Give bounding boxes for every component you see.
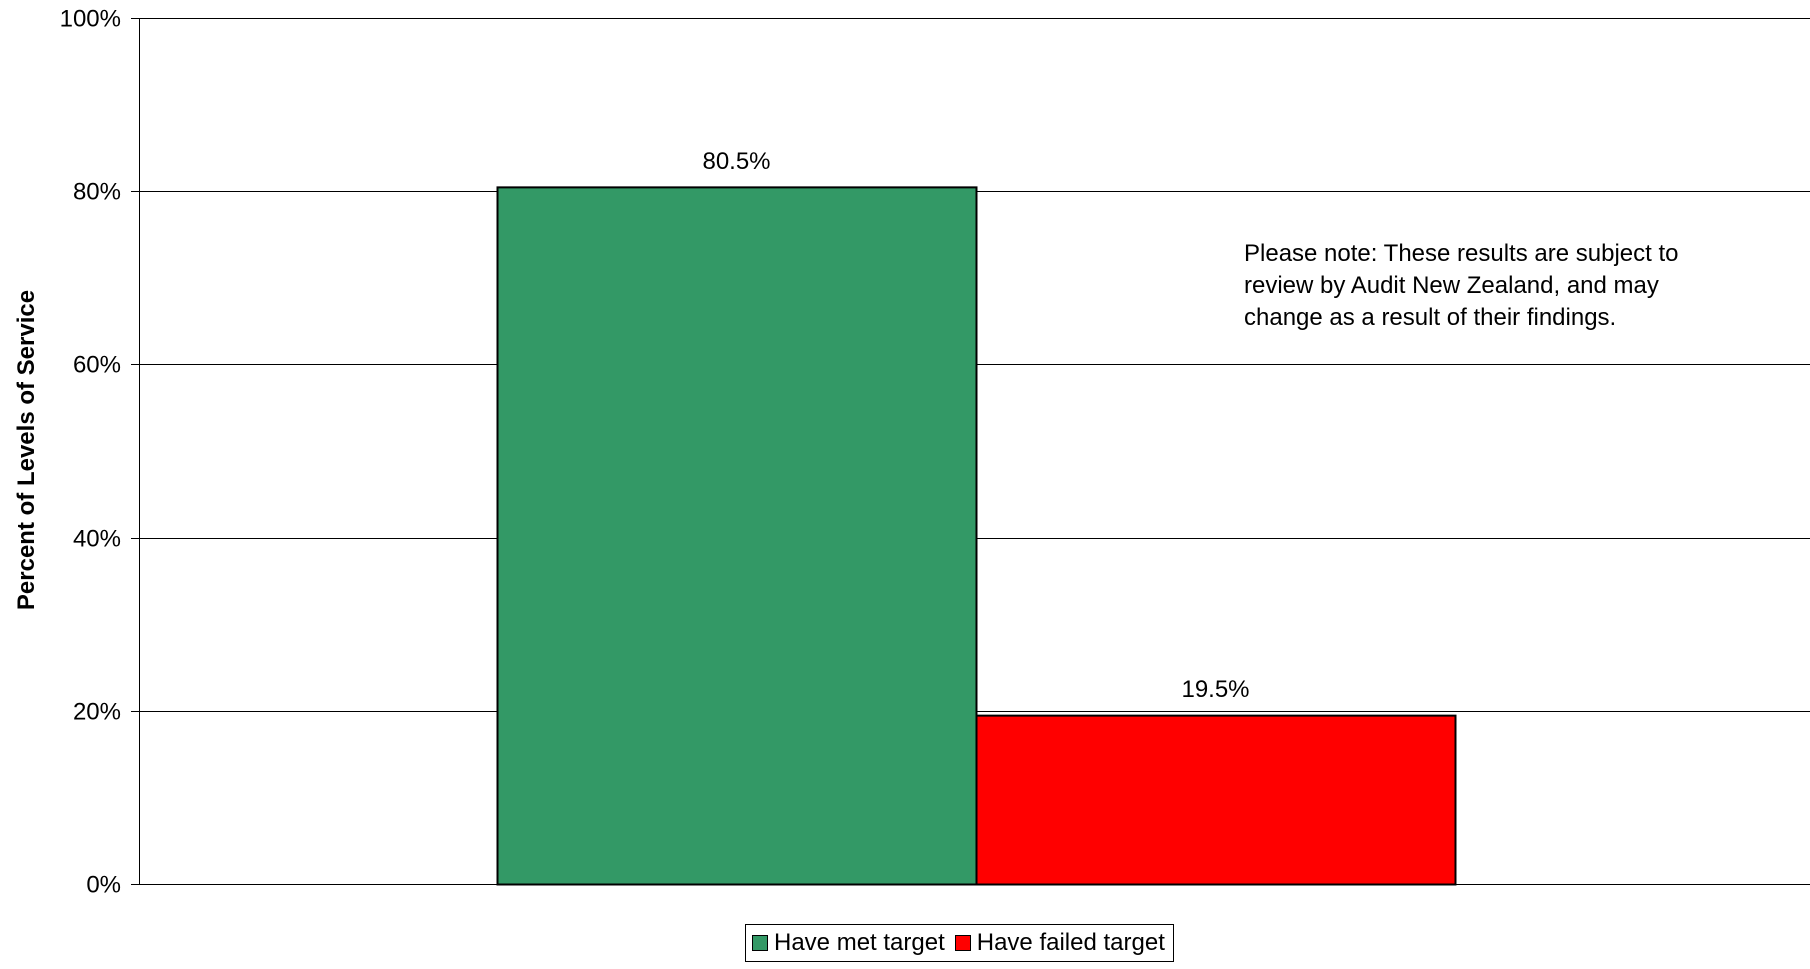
bars [496, 186, 1457, 886]
bar-failed [975, 714, 1457, 886]
legend-item-met: Have met target [752, 929, 945, 957]
data-label: 19.5% [1181, 676, 1249, 703]
data-label: 80.5% [702, 148, 770, 175]
y-tick-label: 40% [73, 526, 121, 553]
legend: Have met target Have failed target [745, 924, 1174, 962]
y-axis: 0% 20% 40% 60% 80% 100% [60, 6, 140, 899]
legend-swatch-failed [954, 935, 971, 951]
y-tick-label: 0% [86, 872, 121, 899]
legend-item-failed: Have failed target [954, 929, 1165, 957]
y-tick-label: 60% [73, 352, 121, 379]
y-tick-label: 100% [60, 6, 121, 33]
y-tick-label: 80% [73, 179, 121, 206]
bar-met [496, 186, 978, 886]
legend-label-met: Have met target [774, 929, 945, 956]
legend-swatch-met [752, 935, 768, 951]
y-tick-label: 20% [73, 699, 121, 726]
annotation-note: Please note: These results are subject t… [1244, 240, 1679, 331]
y-axis-label: Percent of Levels of Service [13, 290, 40, 610]
data-labels: 80.5% 19.5% [702, 148, 1249, 703]
legend-label-failed: Have failed target [976, 929, 1165, 956]
